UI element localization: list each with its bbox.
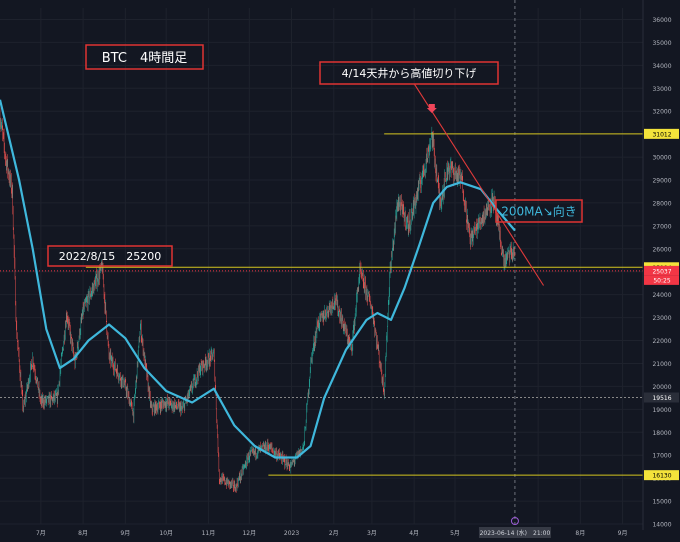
annotation-text: BTC 4時間足 [102,51,187,66]
y-tick-label: 24000 [652,292,671,299]
y-tick-label: 27000 [652,223,671,230]
x-tick-label: 5月 [450,530,460,537]
level-label: 16130 [652,473,671,480]
ma200-line [0,99,516,459]
x-tick-label: 9月 [618,530,628,537]
countdown-label: 50:25 [653,277,670,284]
y-tick-label: 14000 [652,522,671,529]
annotations: BTC 4時間足 4/14天井から高値切り下げ 2022/8/15 25200 200… [47,44,583,267]
x-tick-label: 4月 [409,530,419,537]
y-tick-label: 36000 [652,17,671,24]
annotation-text: 2022/8/15 25200 [59,250,161,263]
y-tick-label: 18000 [652,430,671,437]
y-tick-label: 34000 [652,63,671,70]
x-tick-label: 7月 [36,530,46,537]
x-tick-label: 12月 [242,530,256,537]
y-tick-label: 20000 [652,384,671,391]
countdown-tag [644,275,679,285]
y-tick-label: 15000 [652,499,671,506]
annotation-box [495,199,583,223]
price-axis: 1400015000160001700018000190002000021000… [642,0,680,542]
x-tick-label: 9月 [120,530,130,537]
x-tick-label: 11月 [202,530,216,537]
level-tag [644,128,679,139]
y-tick-label: 22000 [652,338,671,345]
annotation-box [319,61,499,85]
annotation-text: 4/14天井から高値切り下げ [342,66,477,80]
horizontal-levels [0,133,643,476]
level-tag [644,392,679,403]
downtrend-line [413,83,545,286]
annotation-text: 200MA↘向き [501,203,577,218]
x-tick-label: 8月 [78,530,88,537]
annotation-box [85,44,204,70]
time-axis: 7月8月9月10月11月12月20232月3月4月5月7月8月9月2023-06… [36,517,628,538]
level-label: 25037 [652,268,671,275]
grid [0,0,643,525]
level-tag [644,470,679,481]
y-tick-label: 23000 [652,315,671,322]
y-tick-label: 35000 [652,40,671,47]
y-tick-label: 19000 [652,407,671,414]
cursor-date-tag [478,527,551,538]
level-label: 31012 [652,131,671,138]
y-tick-label: 28000 [652,200,671,207]
cursor-date-label: 2023-06-14 (水) 21:00 [480,529,551,537]
top-arrow-marker [426,104,437,113]
y-tick-label: 32000 [652,109,671,116]
y-tick-label: 17000 [652,453,671,460]
y-tick-label: 21000 [652,361,671,368]
y-tick-label: 33000 [652,86,671,93]
x-tick-label: 2023 [284,530,299,537]
x-tick-label: 8月 [575,530,585,537]
level-tag [644,265,679,276]
ma200-path [0,99,516,459]
y-tick-label: 26000 [652,246,671,253]
level-label: 19516 [652,395,671,402]
event-marker [510,517,519,525]
x-tick-label: 3月 [367,530,377,537]
annotation-box [47,245,173,267]
x-tick-label: 2月 [329,530,339,537]
x-tick-label: 10月 [159,530,173,537]
y-tick-label: 29000 [652,178,671,185]
trend-line [413,83,545,286]
y-tick-label: 30000 [652,155,671,162]
